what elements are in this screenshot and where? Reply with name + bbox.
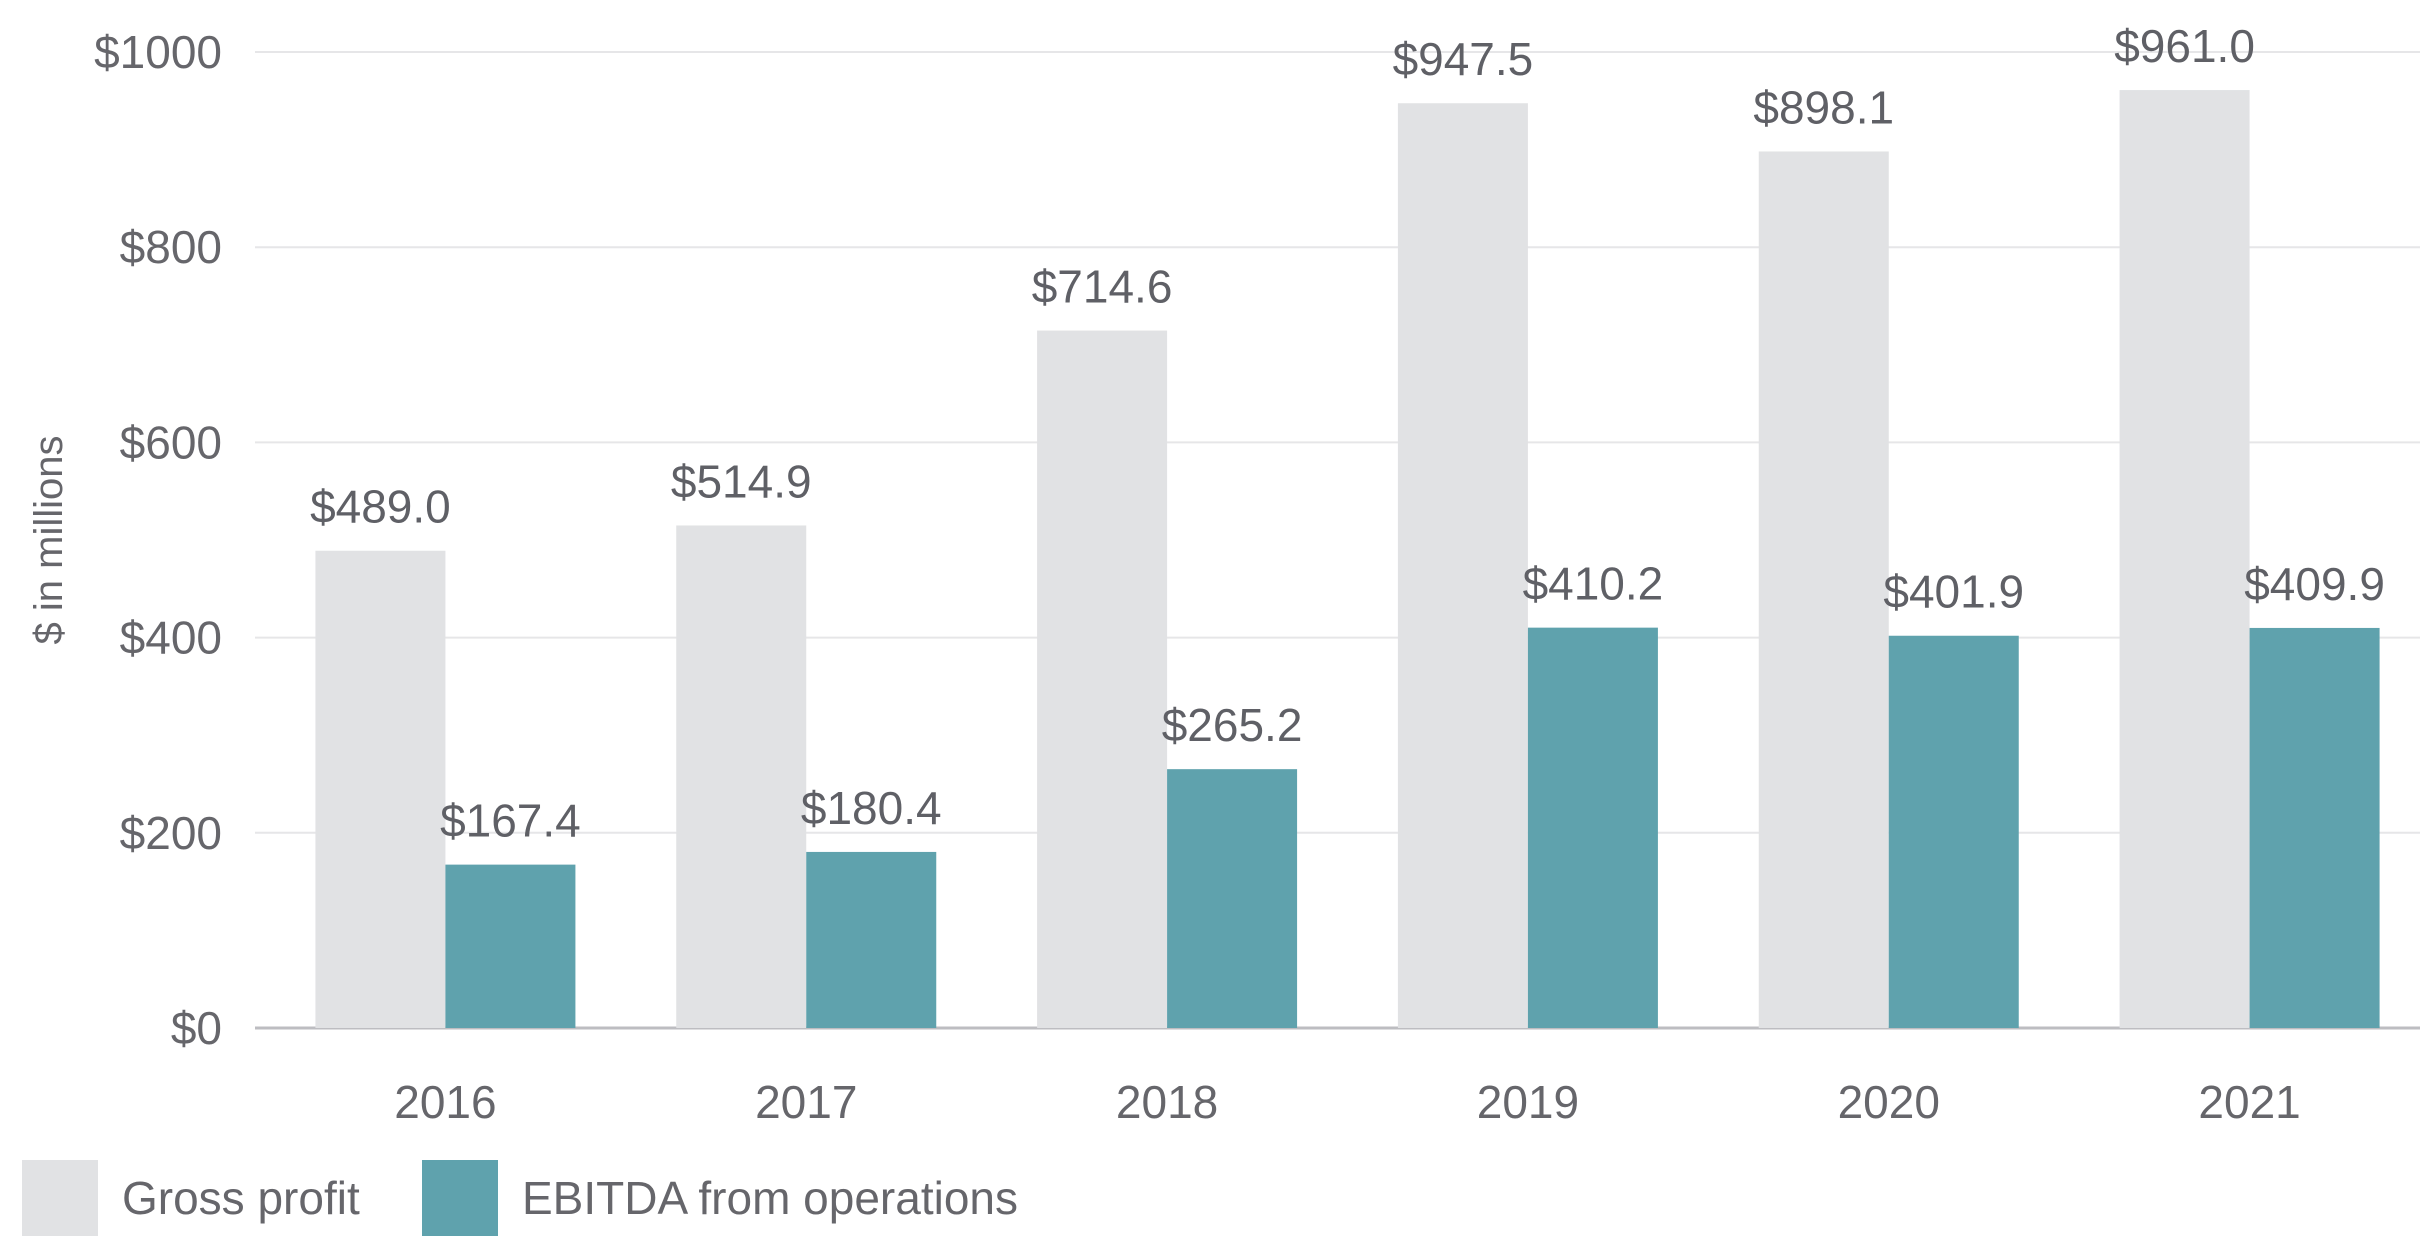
bars xyxy=(315,90,2380,1029)
y-tick-label: $1000 xyxy=(94,26,222,78)
y-axis-title: $ in millions xyxy=(27,436,71,645)
bar-gross-profit-2020 xyxy=(1758,151,1889,1028)
bar-gross-profit-2019 xyxy=(1397,103,1528,1029)
bar-ebitda-2020 xyxy=(1888,635,2019,1028)
x-tick-label: 2018 xyxy=(1116,1076,1218,1128)
bar-gross-profit-2021 xyxy=(2119,90,2250,1028)
data-label: $180.4 xyxy=(801,782,942,834)
legend-swatch-gross-profit xyxy=(22,1160,98,1236)
bar-ebitda-2019 xyxy=(1527,627,1658,1028)
data-label: $265.2 xyxy=(1162,699,1303,751)
bar-gross-profit-2017 xyxy=(676,525,807,1028)
y-tick-label: $600 xyxy=(120,416,222,468)
x-tick-label: 2021 xyxy=(2198,1076,2300,1128)
bar-gross-profit-2018 xyxy=(1037,330,1168,1028)
y-tick-label: $800 xyxy=(120,221,222,273)
data-label: $167.4 xyxy=(440,795,581,847)
data-labels: $489.0 $167.4 $514.9 $180.4 $714.6 $265.2 $947… xyxy=(310,20,2385,847)
gridlines xyxy=(255,51,2420,1030)
legend-swatch-ebitda xyxy=(422,1160,498,1236)
legend-label: EBITDA from operations xyxy=(522,1172,1018,1224)
bar-gross-profit-2016 xyxy=(315,550,446,1028)
y-tick-label: $200 xyxy=(120,807,222,859)
bar-ebitda-2017 xyxy=(806,851,937,1028)
bar-ebitda-2018 xyxy=(1167,769,1298,1028)
bar-ebitda-2021 xyxy=(2249,627,2380,1028)
data-label: $961.0 xyxy=(2114,20,2255,72)
x-tick-label: 2017 xyxy=(755,1076,857,1128)
y-tick-label: $400 xyxy=(120,612,222,664)
data-label: $714.6 xyxy=(1032,261,1173,313)
data-label: $409.9 xyxy=(2244,558,2385,610)
data-label: $898.1 xyxy=(1753,81,1894,133)
y-tick-label: $0 xyxy=(171,1002,222,1054)
x-tick-label: 2016 xyxy=(394,1076,496,1128)
legend-label: Gross profit xyxy=(122,1172,360,1224)
data-label: $401.9 xyxy=(1883,566,2024,618)
bar-ebitda-2016 xyxy=(445,864,576,1028)
axes: $0 $200 $400 $600 $800 $1000 $ in millions 2016… xyxy=(27,26,2301,1128)
x-tick-label: 2020 xyxy=(1838,1076,1940,1128)
data-label: $947.5 xyxy=(1393,33,1534,85)
data-label: $410.2 xyxy=(1523,558,1664,610)
legend: Gross profit EBITDA from operations xyxy=(22,1160,1018,1236)
data-label: $514.9 xyxy=(671,455,812,507)
data-label: $489.0 xyxy=(310,481,451,533)
x-tick-label: 2019 xyxy=(1477,1076,1579,1128)
